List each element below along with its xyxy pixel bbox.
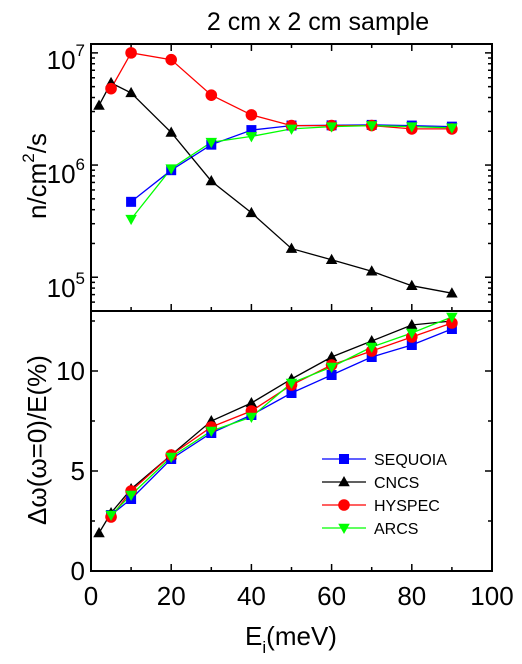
bottom-y-axis-label: Δω(ω=0)/E(%) xyxy=(22,355,52,525)
legend: SEQUOIA CNCS HYSPEC ARCS xyxy=(322,452,447,538)
flux-point-arcs xyxy=(406,122,418,133)
flux-point-cncs xyxy=(245,206,258,218)
resolution-point-arcs xyxy=(245,412,258,423)
bottom-plot-frame xyxy=(90,310,493,572)
flux-point-hyspec xyxy=(165,53,177,66)
flux-point-cncs xyxy=(285,242,298,253)
resolution-point-cncs xyxy=(365,335,378,346)
flux-point-cncs xyxy=(125,86,137,98)
resolution-point-arcs xyxy=(406,328,418,339)
x-tick-label: 40 xyxy=(237,581,266,611)
y-tick-label: 10 xyxy=(56,356,85,386)
flux-point-arcs xyxy=(125,214,137,226)
y-tick-label: 0 xyxy=(71,556,85,586)
resolution-point-arcs xyxy=(205,426,218,437)
flux-point-arcs xyxy=(245,132,258,143)
flux-point-cncs xyxy=(165,126,177,137)
flux-point-cncs xyxy=(93,99,105,110)
flux-point-arcs xyxy=(165,164,177,175)
y-tick-label-1e6: 106 xyxy=(47,155,85,189)
flux-point-hyspec xyxy=(245,109,258,121)
resolution-line-sequoia xyxy=(110,328,453,516)
resolution-point-arcs xyxy=(125,490,137,501)
x-axis-label: Ei(meV) xyxy=(245,621,337,657)
flux-point-hyspec xyxy=(205,89,218,101)
top-axis-ticks xyxy=(90,44,493,312)
y-tick-label-1e5: 105 xyxy=(47,269,85,303)
top-plot-frame xyxy=(90,43,493,312)
y-tick-label: 5 xyxy=(71,456,85,486)
flux-point-cncs xyxy=(406,279,418,290)
legend-marker-arcs xyxy=(338,523,350,534)
legend-label-cncs: CNCS xyxy=(374,475,419,492)
legend-label-hyspec: HYSPEC xyxy=(374,498,440,515)
resolution-point-arcs xyxy=(365,342,378,353)
resolution-point-sequoia xyxy=(446,324,457,334)
top-series-lines xyxy=(98,52,453,294)
resolution-line-hyspec xyxy=(110,322,453,518)
x-tick-label: 20 xyxy=(157,581,186,611)
flux-point-cncs xyxy=(365,265,378,276)
resolution-point-cncs xyxy=(245,397,258,408)
top-y-axis-label: n/cm2/s xyxy=(19,133,52,219)
resolution-point-cncs xyxy=(93,527,105,538)
resolution-point-arcs xyxy=(165,452,177,463)
resolution-point-hyspec xyxy=(446,317,458,329)
flux-point-sequoia xyxy=(246,125,257,136)
bottom-series-markers xyxy=(93,312,458,538)
x-tick-label: 0 xyxy=(84,581,98,611)
top-series-markers xyxy=(93,47,458,298)
legend-marker-cncs xyxy=(338,476,350,487)
flux-line-hyspec xyxy=(110,52,452,130)
resolution-point-sequoia xyxy=(366,352,377,362)
flux-line-arcs xyxy=(130,124,452,220)
flux-point-hyspec xyxy=(105,82,117,95)
resolution-point-cncs xyxy=(325,351,338,362)
x-tick-label: 80 xyxy=(397,581,426,611)
legend-label-arcs: ARCS xyxy=(374,521,418,538)
resolution-point-sequoia xyxy=(286,388,297,398)
flux-point-sequoia xyxy=(126,196,137,207)
flux-point-arcs xyxy=(446,123,458,134)
bottom-axis-ticks xyxy=(90,320,493,572)
flux-point-cncs xyxy=(325,253,338,265)
x-tick-label: 100 xyxy=(470,581,513,611)
resolution-point-arcs xyxy=(285,378,298,389)
legend-marker-hyspec xyxy=(338,499,350,511)
resolution-point-sequoia xyxy=(406,340,417,350)
resolution-point-arcs xyxy=(325,362,338,373)
flux-point-arcs xyxy=(325,122,338,133)
flux-line-cncs xyxy=(98,82,453,294)
flux-point-arcs xyxy=(205,137,218,149)
bottom-tick-labels: 0 20 40 60 80 100 0 5 10 xyxy=(56,356,514,611)
flux-point-hyspec xyxy=(125,47,137,59)
resolution-point-sequoia xyxy=(326,370,337,380)
resolution-point-cncs xyxy=(406,319,418,330)
x-tick-label: 60 xyxy=(317,581,346,611)
resolution-point-arcs xyxy=(446,312,458,323)
chart-title: 2 cm x 2 cm sample xyxy=(207,8,429,36)
svg-text:n/cm2/s: n/cm2/s xyxy=(19,133,52,219)
resolution-line-arcs xyxy=(110,316,453,516)
flux-point-cncs xyxy=(205,175,218,186)
flux-point-cncs xyxy=(446,287,458,298)
flux-point-arcs xyxy=(285,124,298,135)
resolution-point-arcs xyxy=(105,510,117,521)
legend-label-sequoia: SEQUOIA xyxy=(374,452,447,469)
flux-point-arcs xyxy=(365,121,378,132)
legend-marker-sequoia xyxy=(339,454,349,464)
y-tick-label-1e7: 107 xyxy=(47,41,85,75)
